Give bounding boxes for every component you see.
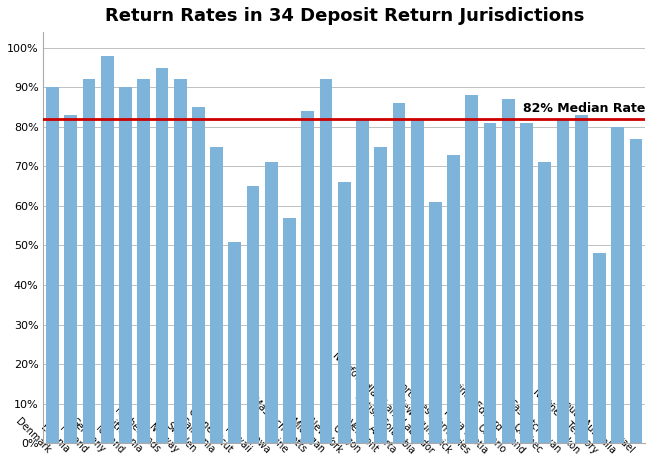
Bar bbox=[593, 253, 606, 443]
Bar bbox=[466, 95, 478, 443]
Bar bbox=[174, 79, 186, 443]
Bar bbox=[539, 163, 551, 443]
Bar bbox=[46, 87, 59, 443]
Bar bbox=[210, 146, 223, 443]
Bar bbox=[411, 119, 424, 443]
Bar bbox=[83, 79, 95, 443]
Bar bbox=[502, 99, 514, 443]
Bar bbox=[630, 139, 642, 443]
Bar bbox=[575, 115, 587, 443]
Bar bbox=[520, 123, 533, 443]
Bar bbox=[265, 163, 278, 443]
Bar bbox=[283, 218, 296, 443]
Bar bbox=[429, 202, 442, 443]
Text: 82% Median Rate: 82% Median Rate bbox=[523, 102, 645, 115]
Bar bbox=[356, 119, 369, 443]
Bar bbox=[156, 67, 168, 443]
Bar bbox=[301, 111, 314, 443]
Bar bbox=[393, 103, 406, 443]
Title: Return Rates in 34 Deposit Return Jurisdictions: Return Rates in 34 Deposit Return Jurisd… bbox=[104, 7, 584, 25]
Bar bbox=[246, 186, 259, 443]
Bar bbox=[319, 79, 333, 443]
Bar bbox=[557, 119, 569, 443]
Bar bbox=[612, 127, 624, 443]
Bar bbox=[101, 56, 113, 443]
Bar bbox=[484, 123, 496, 443]
Bar bbox=[447, 155, 460, 443]
Bar bbox=[119, 87, 132, 443]
Bar bbox=[138, 79, 150, 443]
Bar bbox=[65, 115, 77, 443]
Bar bbox=[192, 107, 205, 443]
Bar bbox=[338, 182, 351, 443]
Bar bbox=[374, 146, 387, 443]
Bar bbox=[228, 242, 241, 443]
